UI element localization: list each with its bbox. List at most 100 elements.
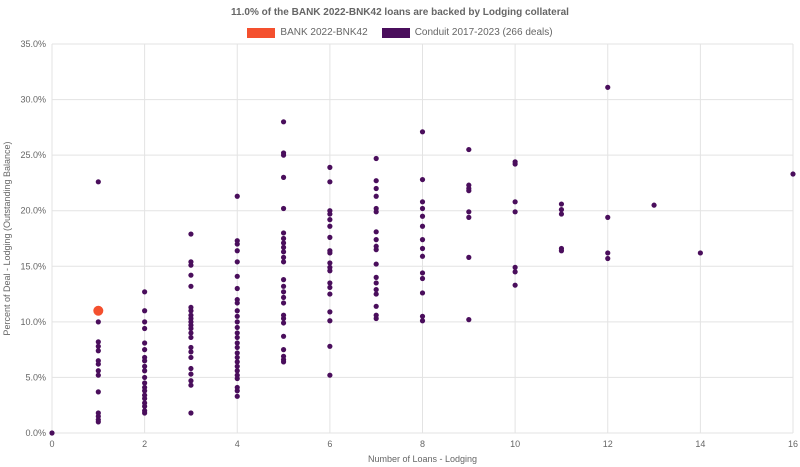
data-point bbox=[512, 161, 518, 167]
data-point bbox=[466, 214, 472, 220]
data-point bbox=[234, 330, 240, 336]
highlight-point bbox=[93, 305, 104, 316]
y-tick-label: 20.0% bbox=[20, 206, 46, 216]
data-point bbox=[512, 282, 518, 288]
data-point bbox=[280, 315, 287, 322]
data-point bbox=[280, 254, 287, 260]
data-point bbox=[419, 237, 426, 243]
x-tick-label: 12 bbox=[603, 439, 613, 449]
x-tick-label: 2 bbox=[142, 439, 147, 449]
legend-item-conduit[interactable]: Conduit 2017-2023 (266 deals) bbox=[381, 27, 553, 38]
data-point bbox=[419, 253, 426, 259]
data-point bbox=[373, 287, 379, 293]
y-tick-label: 35.0% bbox=[20, 39, 46, 49]
data-point bbox=[234, 388, 240, 394]
data-point bbox=[327, 318, 333, 324]
data-point bbox=[419, 290, 426, 296]
data-point bbox=[234, 375, 240, 382]
data-point bbox=[558, 201, 565, 207]
data-point bbox=[95, 348, 101, 354]
x-tick-label: 8 bbox=[420, 439, 425, 449]
data-point bbox=[373, 155, 379, 162]
y-tick-label: 30.0% bbox=[20, 95, 46, 105]
data-point bbox=[419, 176, 426, 183]
data-point bbox=[327, 223, 333, 229]
data-point bbox=[188, 365, 194, 372]
data-point bbox=[373, 209, 379, 215]
data-point bbox=[234, 313, 240, 319]
y-axis-label: Percent of Deal - Lodging (Outstanding B… bbox=[2, 141, 12, 335]
data-point bbox=[466, 317, 472, 323]
data-point bbox=[234, 319, 240, 325]
data-point bbox=[419, 223, 426, 229]
data-point bbox=[188, 344, 194, 351]
data-point bbox=[142, 325, 148, 332]
data-point bbox=[419, 318, 426, 324]
legend-swatch-bank bbox=[247, 27, 276, 38]
data-point bbox=[373, 280, 379, 286]
data-point bbox=[234, 259, 240, 265]
data-point bbox=[280, 333, 287, 339]
data-point bbox=[49, 430, 55, 436]
x-tick-label: 16 bbox=[788, 439, 798, 449]
data-point bbox=[142, 358, 148, 364]
data-point bbox=[142, 403, 148, 409]
y-tick-label: 10.0% bbox=[20, 317, 46, 327]
data-point bbox=[605, 250, 611, 256]
data-point bbox=[280, 152, 287, 158]
chart-title: 11.0% of the BANK 2022-BNK42 loans are b… bbox=[231, 7, 569, 18]
data-point bbox=[95, 419, 101, 425]
data-point bbox=[373, 185, 379, 192]
data-point bbox=[234, 285, 240, 292]
data-point bbox=[188, 378, 194, 384]
x-tick-label: 4 bbox=[235, 439, 240, 449]
data-point bbox=[95, 372, 101, 378]
data-point bbox=[558, 248, 565, 254]
legend-label-conduit: Conduit 2017-2023 (266 deals) bbox=[414, 27, 553, 38]
data-point bbox=[466, 254, 472, 260]
y-tick-label: 25.0% bbox=[20, 150, 46, 160]
data-point bbox=[95, 319, 101, 325]
data-point bbox=[95, 339, 101, 345]
data-point bbox=[95, 368, 101, 374]
x-tick-label: 10 bbox=[510, 439, 520, 449]
data-point bbox=[188, 283, 194, 289]
data-point bbox=[95, 389, 101, 395]
data-point bbox=[512, 199, 518, 205]
data-point bbox=[188, 410, 194, 416]
data-point bbox=[373, 229, 379, 235]
data-point bbox=[234, 350, 240, 356]
data-point bbox=[95, 179, 101, 185]
data-point bbox=[373, 291, 379, 297]
data-point bbox=[280, 230, 287, 236]
data-point bbox=[280, 294, 287, 301]
data-point bbox=[188, 334, 194, 341]
data-point bbox=[142, 380, 148, 386]
data-point bbox=[234, 193, 240, 199]
legend-item-bank[interactable]: BANK 2022-BNK42 bbox=[247, 27, 368, 38]
data-point bbox=[327, 268, 333, 274]
data-point bbox=[188, 349, 194, 355]
data-point bbox=[280, 240, 287, 246]
data-point bbox=[373, 178, 379, 184]
data-point bbox=[280, 244, 287, 250]
legend-swatch-conduit bbox=[381, 27, 410, 38]
data-point bbox=[188, 262, 194, 268]
data-point bbox=[142, 363, 148, 369]
data-point bbox=[373, 237, 379, 243]
data-point bbox=[188, 382, 194, 388]
data-point bbox=[558, 211, 565, 217]
data-point bbox=[327, 284, 333, 291]
chart-legend: BANK 2022-BNK42 Conduit 2017-2023 (266 d… bbox=[0, 27, 800, 38]
x-tick-label: 14 bbox=[695, 439, 705, 449]
data-point bbox=[234, 241, 240, 247]
data-point bbox=[142, 410, 148, 416]
data-point bbox=[327, 291, 333, 297]
data-point bbox=[419, 213, 426, 219]
data-point bbox=[280, 300, 287, 306]
data-point bbox=[327, 250, 333, 256]
data-point bbox=[419, 270, 426, 276]
data-point bbox=[280, 259, 287, 265]
data-point bbox=[234, 363, 240, 369]
